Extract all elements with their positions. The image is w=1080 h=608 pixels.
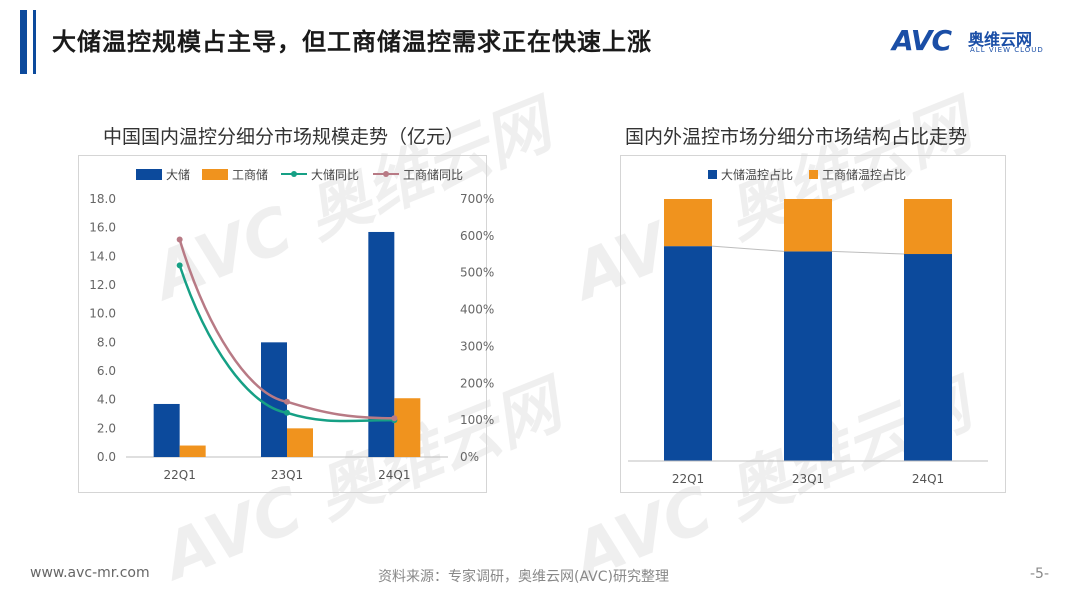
footer-source: 资料来源：专家调研，奥维云网(AVC)研究整理 (378, 569, 669, 585)
y2-tick-label: 500% (460, 266, 494, 280)
x-tick-label: 22Q1 (163, 468, 195, 482)
y-tick-label: 0.0 (97, 450, 116, 464)
series-connector (711, 245, 785, 252)
legend-swatch-0 (136, 169, 162, 180)
point-工商储同比-24Q1 (391, 415, 398, 422)
line-大储同比 (178, 264, 395, 423)
stack-工商储温控占比-23Q1 (784, 199, 832, 252)
y2-tick-label: 300% (460, 339, 494, 353)
y2-tick-label: 200% (460, 376, 494, 390)
stack-工商储温控占比-24Q1 (904, 199, 952, 255)
legend2-label-1: 工商储温控占比 (822, 167, 906, 182)
point-大储同比-23Q1 (284, 409, 290, 416)
x-tick-label: 23Q1 (271, 468, 303, 482)
chart2-svg: 大储温控占比 工商储温控占比 22Q1 23Q1 24Q1 (628, 167, 988, 486)
y2-tick-label: 400% (460, 303, 494, 317)
line-工商储同比 (178, 239, 395, 420)
y-tick-label: 6.0 (97, 364, 116, 378)
y-tick-label: 14.0 (89, 249, 116, 263)
legend-label-3: 工商储同比 (403, 167, 463, 182)
legend-label-2: 大储同比 (311, 167, 359, 182)
y-tick-label: 2.0 (97, 421, 116, 435)
bar-大储-24Q1 (368, 231, 395, 457)
chart1-svg: 大储 工商储 大储同比 工商储同比 0.0 2.0 4.0 6.0 8.0 10.0 12.0 14.… (89, 167, 494, 482)
legend-label-1: 工商储 (232, 167, 268, 182)
y2-tick-label: 600% (460, 229, 494, 243)
stack-大储温控占比-24Q1 (904, 254, 952, 461)
y2-tick-label: 100% (460, 413, 494, 427)
brand-avc-text: AVC (892, 24, 952, 57)
footer-website: www.avc-mr.com (30, 565, 150, 581)
page-title: 大储温控规模占主导，但工商储温控需求正在快速上涨 (52, 28, 652, 56)
stack-大储温控占比-22Q1 (664, 246, 712, 461)
page-number: -5- (1030, 566, 1050, 582)
x2-tick-label: 24Q1 (912, 472, 944, 486)
bar-工商储-23Q1 (287, 428, 313, 457)
brand-cn-text: 奥维云网 (968, 30, 1033, 49)
stack-大储温控占比-23Q1 (784, 251, 832, 461)
chart2-frame (620, 155, 1006, 493)
series-connector (831, 250, 905, 255)
brand-en-text: ALL VIEW CLOUD (970, 46, 1044, 54)
y-tick-label: 18.0 (89, 192, 116, 206)
point-工商储同比-22Q1 (176, 236, 183, 243)
stack-工商储温控占比-22Q1 (664, 199, 712, 247)
chart1-frame (78, 155, 487, 493)
y-tick-label: 4.0 (97, 393, 116, 407)
legend-swatch-1 (202, 169, 228, 180)
x2-tick-label: 22Q1 (672, 472, 704, 486)
bar-工商储-22Q1 (179, 445, 206, 457)
legend-marker-3 (383, 171, 389, 177)
y2-tick-label: 700% (460, 192, 494, 206)
y-tick-label: 16.0 (89, 221, 116, 235)
y2-tick-label: 0% (460, 450, 479, 464)
chart1-title: 中国国内温控分细分市场规模走势（亿元） (103, 126, 465, 148)
point-大储同比-22Q1 (176, 262, 183, 269)
y-tick-label: 8.0 (97, 335, 116, 349)
legend-marker-2 (291, 171, 297, 177)
title-accent-bar-thin (33, 10, 36, 74)
legend2-swatch-0 (708, 170, 717, 179)
bar-工商储-24Q1 (394, 398, 421, 457)
legend-label-0: 大储 (166, 167, 190, 182)
x2-tick-label: 23Q1 (792, 472, 824, 486)
x-tick-label: 24Q1 (378, 468, 410, 482)
y-tick-label: 12.0 (89, 278, 116, 292)
y-tick-label: 10.0 (89, 307, 116, 321)
bar-大储-22Q1 (153, 403, 180, 457)
legend2-label-0: 大储温控占比 (721, 167, 793, 182)
chart2-title: 国内外温控市场分细分市场结构占比走势 (625, 126, 968, 148)
brand-logo: AVC 奥维云网 ALL VIEW CLOUD (892, 24, 1062, 58)
title-accent-bar (20, 10, 27, 74)
point-工商储同比-23Q1 (284, 398, 290, 405)
legend2-swatch-1 (809, 170, 818, 179)
